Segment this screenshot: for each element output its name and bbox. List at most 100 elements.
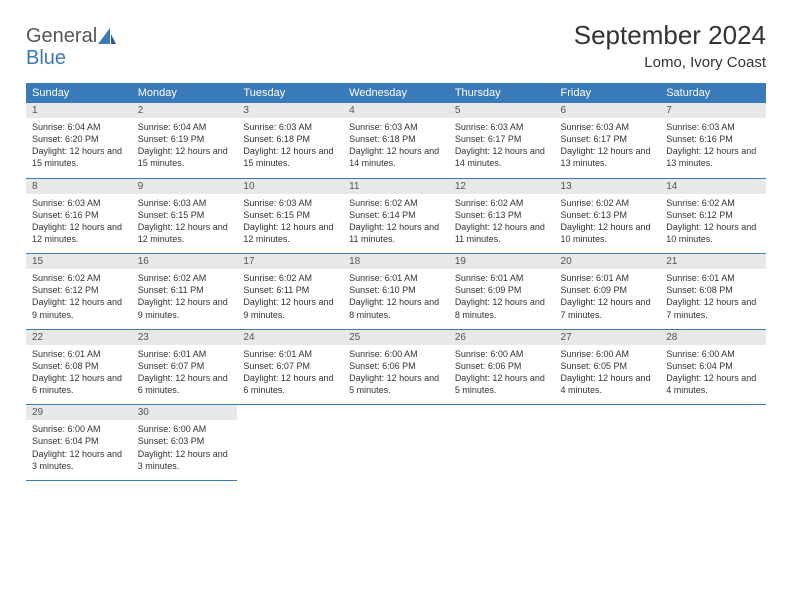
day-cell: 20Sunrise: 6:01 AMSunset: 6:09 PMDayligh… <box>555 254 661 330</box>
day-number: 23 <box>132 330 238 345</box>
day-number: 25 <box>343 330 449 345</box>
day-body: Sunrise: 6:02 AMSunset: 6:11 PMDaylight:… <box>237 269 343 329</box>
day-number: 7 <box>660 103 766 118</box>
sunset-line: Sunset: 6:07 PM <box>138 360 232 372</box>
day-number: 10 <box>237 179 343 194</box>
daylight-line: Daylight: 12 hours and 6 minutes. <box>32 372 126 396</box>
day-number: 20 <box>555 254 661 269</box>
sunrise-line: Sunrise: 6:03 AM <box>455 121 549 133</box>
day-number: 17 <box>237 254 343 269</box>
daylight-line: Daylight: 12 hours and 12 minutes. <box>138 221 232 245</box>
day-body: Sunrise: 6:02 AMSunset: 6:12 PMDaylight:… <box>660 194 766 254</box>
day-body: Sunrise: 6:01 AMSunset: 6:10 PMDaylight:… <box>343 269 449 329</box>
day-body: Sunrise: 6:00 AMSunset: 6:04 PMDaylight:… <box>26 420 132 480</box>
day-body: Sunrise: 6:02 AMSunset: 6:13 PMDaylight:… <box>555 194 661 254</box>
day-number: 5 <box>449 103 555 118</box>
day-cell: 11Sunrise: 6:02 AMSunset: 6:14 PMDayligh… <box>343 178 449 254</box>
day-cell: 13Sunrise: 6:02 AMSunset: 6:13 PMDayligh… <box>555 178 661 254</box>
sunrise-line: Sunrise: 6:01 AM <box>32 348 126 360</box>
day-body: Sunrise: 6:03 AMSunset: 6:15 PMDaylight:… <box>237 194 343 254</box>
day-cell: 10Sunrise: 6:03 AMSunset: 6:15 PMDayligh… <box>237 178 343 254</box>
day-cell: 27Sunrise: 6:00 AMSunset: 6:05 PMDayligh… <box>555 329 661 405</box>
daylight-line: Daylight: 12 hours and 5 minutes. <box>349 372 443 396</box>
sunset-line: Sunset: 6:18 PM <box>349 133 443 145</box>
logo-text-blue: Blue <box>26 47 66 69</box>
day-number: 15 <box>26 254 132 269</box>
day-body: Sunrise: 6:03 AMSunset: 6:18 PMDaylight:… <box>237 118 343 178</box>
day-body: Sunrise: 6:03 AMSunset: 6:17 PMDaylight:… <box>555 118 661 178</box>
day-number: 12 <box>449 179 555 194</box>
logo-text-general: General <box>26 25 97 47</box>
sunrise-line: Sunrise: 6:00 AM <box>561 348 655 360</box>
sunrise-line: Sunrise: 6:02 AM <box>243 272 337 284</box>
sunrise-line: Sunrise: 6:00 AM <box>349 348 443 360</box>
day-cell: 23Sunrise: 6:01 AMSunset: 6:07 PMDayligh… <box>132 329 238 405</box>
day-body: Sunrise: 6:02 AMSunset: 6:12 PMDaylight:… <box>26 269 132 329</box>
day-number: 9 <box>132 179 238 194</box>
day-number: 19 <box>449 254 555 269</box>
daylight-line: Daylight: 12 hours and 7 minutes. <box>561 296 655 320</box>
day-body: Sunrise: 6:01 AMSunset: 6:08 PMDaylight:… <box>26 345 132 405</box>
sunset-line: Sunset: 6:10 PM <box>349 284 443 296</box>
sunset-line: Sunset: 6:18 PM <box>243 133 337 145</box>
sunset-line: Sunset: 6:17 PM <box>561 133 655 145</box>
dow-friday: Friday <box>555 83 661 103</box>
dow-row: SundayMondayTuesdayWednesdayThursdayFrid… <box>26 83 766 103</box>
day-cell: 25 Sunrise: 6:00 AMSunset: 6:06 PMDayligh… <box>343 329 449 405</box>
day-number: 27 <box>555 330 661 345</box>
day-body: Sunrise: 6:03 AMSunset: 6:15 PMDaylight:… <box>132 194 238 254</box>
sunset-line: Sunset: 6:06 PM <box>349 360 443 372</box>
day-number: 30 <box>132 405 238 420</box>
empty-cell <box>343 405 449 481</box>
day-cell: 14Sunrise: 6:02 AMSunset: 6:12 PMDayligh… <box>660 178 766 254</box>
sunset-line: Sunset: 6:13 PM <box>561 209 655 221</box>
dow-sunday: Sunday <box>26 83 132 103</box>
sunrise-line: Sunrise: 6:02 AM <box>32 272 126 284</box>
day-number: 28 <box>660 330 766 345</box>
sunrise-line: Sunrise: 6:04 AM <box>32 121 126 133</box>
day-body: Sunrise: 6:00 AMSunset: 6:06 PMDaylight:… <box>449 345 555 405</box>
sunset-line: Sunset: 6:07 PM <box>243 360 337 372</box>
daylight-line: Daylight: 12 hours and 6 minutes. <box>243 372 337 396</box>
day-number: 14 <box>660 179 766 194</box>
sunrise-line: Sunrise: 6:01 AM <box>138 348 232 360</box>
daylight-line: Daylight: 12 hours and 9 minutes. <box>32 296 126 320</box>
sunrise-line: Sunrise: 6:00 AM <box>666 348 760 360</box>
header: General Blue September 2024 Lomo, Ivory … <box>26 20 766 71</box>
day-body: Sunrise: 6:03 AMSunset: 6:18 PMDaylight:… <box>343 118 449 178</box>
daylight-line: Daylight: 12 hours and 14 minutes. <box>455 145 549 169</box>
sunrise-line: Sunrise: 6:03 AM <box>666 121 760 133</box>
daylight-line: Daylight: 12 hours and 9 minutes. <box>243 296 337 320</box>
week-row: 22Sunrise: 6:01 AMSunset: 6:08 PMDayligh… <box>26 329 766 405</box>
week-row: 15Sunrise: 6:02 AMSunset: 6:12 PMDayligh… <box>26 254 766 330</box>
sunrise-line: Sunrise: 6:01 AM <box>561 272 655 284</box>
day-cell: 4Sunrise: 6:03 AMSunset: 6:18 PMDaylight… <box>343 103 449 178</box>
day-body: Sunrise: 6:02 AMSunset: 6:13 PMDaylight:… <box>449 194 555 254</box>
daylight-line: Daylight: 12 hours and 11 minutes. <box>455 221 549 245</box>
day-number: 22 <box>26 330 132 345</box>
day-number: 2 <box>132 103 238 118</box>
sunrise-line: Sunrise: 6:01 AM <box>243 348 337 360</box>
day-cell: 12Sunrise: 6:02 AMSunset: 6:13 PMDayligh… <box>449 178 555 254</box>
day-number: 26 <box>449 330 555 345</box>
day-body: Sunrise: 6:02 AMSunset: 6:11 PMDaylight:… <box>132 269 238 329</box>
day-number: 4 <box>343 103 449 118</box>
day-body: Sunrise: 6:00 AMSunset: 6:04 PMDaylight:… <box>660 345 766 405</box>
day-cell: 29Sunrise: 6:00 AMSunset: 6:04 PMDayligh… <box>26 405 132 481</box>
empty-cell <box>660 405 766 481</box>
sunset-line: Sunset: 6:04 PM <box>32 435 126 447</box>
day-body: Sunrise: 6:04 AMSunset: 6:20 PMDaylight:… <box>26 118 132 178</box>
day-number: 24 <box>237 330 343 345</box>
day-cell: 6Sunrise: 6:03 AMSunset: 6:17 PMDaylight… <box>555 103 661 178</box>
day-cell: 30Sunrise: 6:00 AMSunset: 6:03 PMDayligh… <box>132 405 238 481</box>
title-block: September 2024 Lomo, Ivory Coast <box>574 20 766 71</box>
day-number: 1 <box>26 103 132 118</box>
sunset-line: Sunset: 6:16 PM <box>32 209 126 221</box>
day-body: Sunrise: 6:01 AMSunset: 6:09 PMDaylight:… <box>555 269 661 329</box>
sunset-line: Sunset: 6:16 PM <box>666 133 760 145</box>
logo-text: General Blue <box>26 26 116 68</box>
sunset-line: Sunset: 6:19 PM <box>138 133 232 145</box>
dow-wednesday: Wednesday <box>343 83 449 103</box>
day-number: 6 <box>555 103 661 118</box>
daylight-line: Daylight: 12 hours and 13 minutes. <box>666 145 760 169</box>
